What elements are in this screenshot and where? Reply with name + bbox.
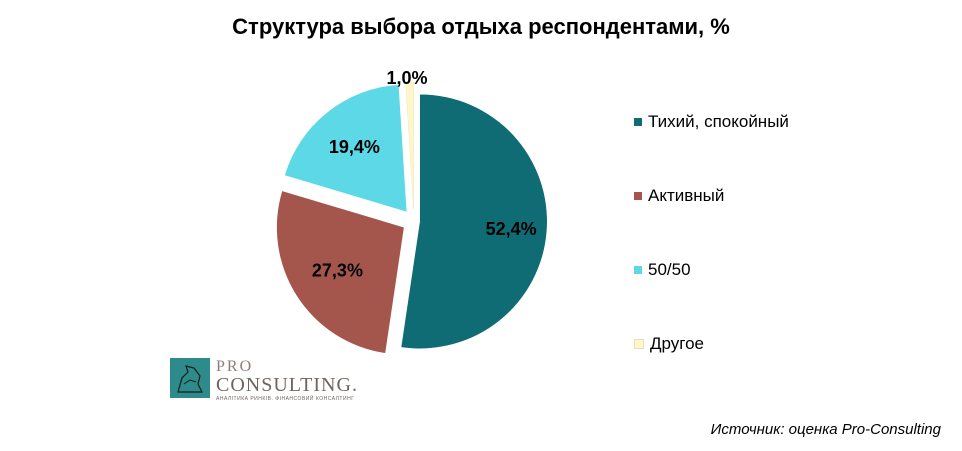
pie-label-5050: 19,4% — [329, 137, 380, 157]
legend-swatch-quiet — [634, 118, 642, 126]
legend-item-5050: 50/50 — [634, 258, 789, 282]
legend-item-quiet: Тихий, спокойный — [634, 110, 789, 134]
pie-slice-active — [276, 191, 404, 354]
chart-title: Структура выбора отдыха респондентами, % — [232, 14, 730, 39]
legend-label-5050: 50/50 — [648, 260, 691, 279]
pro-consulting-logo: PRO CONSULTING. АНАЛІТИКА РИНКІВ. ФІНАНС… — [170, 358, 370, 408]
source-note: Источник: оценка Pro-Consulting — [710, 421, 941, 438]
pie-slice-other — [405, 81, 414, 210]
legend-item-active: Активный — [634, 184, 789, 208]
pie-slice-5050 — [284, 84, 407, 212]
pie-label-other: 1,0% — [386, 68, 427, 88]
logo-emblem-icon — [170, 358, 210, 398]
logo-word-pro: PRO — [216, 358, 254, 375]
pie-label-active: 27,3% — [312, 261, 363, 281]
legend-swatch-other — [634, 339, 644, 349]
legend-item-other: Другое — [634, 332, 789, 356]
logo-word-consulting: CONSULTING. — [216, 374, 358, 396]
legend-label-other: Другое — [650, 334, 705, 353]
legend: Тихий, спокойный Активный 50/50 Другое — [634, 110, 789, 406]
legend-label-quiet: Тихий, спокойный — [648, 112, 789, 131]
logo-tagline: АНАЛІТИКА РИНКІВ. ФІНАНСОВИЙ КОНСАЛТИНГ — [216, 396, 355, 402]
pie-slice-quiet — [401, 94, 547, 349]
legend-swatch-5050 — [634, 266, 642, 274]
pie-label-quiet: 52,4% — [486, 219, 537, 239]
legend-swatch-active — [634, 192, 642, 200]
legend-label-active: Активный — [648, 186, 725, 205]
